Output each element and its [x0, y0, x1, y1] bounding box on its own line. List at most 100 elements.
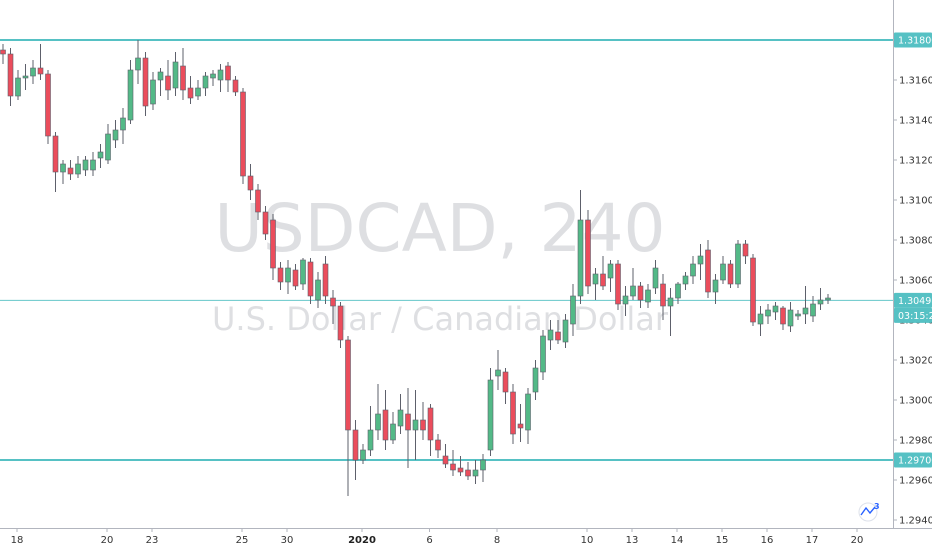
candle-body: [660, 283, 666, 307]
time-tick-label: 23: [146, 535, 159, 546]
last-price-badge-background: [894, 292, 932, 308]
logo-chart-icon: [860, 506, 876, 516]
candle-body: [682, 275, 689, 285]
candle-body: [780, 307, 786, 325]
candle-body: [142, 57, 149, 107]
candle: [45, 70, 51, 144]
candle-body: [330, 297, 336, 307]
candle-body: [337, 305, 344, 341]
time-tick-label: 25: [236, 535, 249, 546]
candle-body: [555, 331, 561, 341]
candle-body: [757, 313, 764, 325]
candle-body: [112, 129, 119, 141]
candle: [472, 460, 479, 484]
candle: [427, 404, 434, 456]
candle-body: [630, 285, 636, 297]
candle: [390, 412, 396, 444]
time-tick-label: 15: [716, 535, 729, 546]
candle-body: [420, 419, 426, 431]
candle: [82, 156, 89, 176]
time-tick-label: 16: [761, 535, 774, 546]
candle-body: [525, 393, 531, 431]
logo-circle-icon: [858, 502, 878, 522]
candle: [345, 336, 351, 496]
candle-body: [690, 263, 696, 277]
candle-body: [502, 371, 509, 393]
candle-body: [60, 163, 66, 173]
candle: [112, 120, 119, 148]
candle: [577, 190, 584, 304]
candle: [457, 456, 464, 476]
candle: [285, 260, 291, 294]
candle: [75, 156, 81, 178]
candle: [487, 368, 494, 456]
time-tick-label: 8: [494, 535, 500, 546]
candle: [660, 274, 666, 320]
candle: [315, 272, 321, 308]
candle: [480, 454, 486, 482]
candle: [277, 262, 284, 290]
candle-body: [405, 413, 411, 431]
candle: [367, 406, 374, 456]
watermark-symbol: USDCAD, 240: [214, 190, 665, 267]
candle-body: [442, 455, 449, 465]
candle: [795, 310, 801, 320]
candle: [360, 444, 366, 464]
candle-body: [787, 309, 794, 327]
candle: [0, 44, 6, 64]
candle: [52, 132, 59, 192]
candle: [810, 296, 816, 322]
tradingview-logo[interactable]: 3: [858, 502, 880, 522]
level-price-badge-1-background: [894, 32, 932, 48]
price-tick-label: 1.30000: [899, 396, 932, 407]
candle: [337, 302, 344, 348]
candle-body: [240, 91, 246, 177]
candle: [502, 368, 509, 404]
candle-body: [645, 289, 651, 303]
candle: [382, 390, 389, 450]
candle-body: [150, 79, 156, 105]
candle-body: [802, 307, 809, 315]
candle: [802, 286, 809, 324]
candlestick-series: [0, 40, 831, 496]
candle-body: [307, 261, 314, 297]
candle: [225, 62, 231, 92]
candle-body: [427, 407, 434, 441]
time-tick-label: 14: [671, 535, 684, 546]
candle-body: [97, 151, 104, 159]
candle-body: [705, 249, 711, 293]
candle-body: [67, 167, 74, 175]
candle-body: [0, 49, 6, 55]
candle: [135, 40, 141, 84]
candle: [705, 240, 711, 298]
price-tick-label: 1.29400: [899, 516, 932, 527]
candle-body: [52, 135, 59, 173]
candle: [157, 68, 164, 96]
candle: [165, 60, 171, 100]
candle-body: [510, 391, 516, 435]
candle-body: [165, 75, 171, 91]
candle: [630, 268, 636, 300]
candle-body: [90, 159, 96, 171]
candle: [270, 214, 276, 280]
candle-body: [22, 75, 29, 79]
candle: [600, 256, 606, 290]
candle-body: [750, 257, 756, 323]
candle: [375, 384, 381, 440]
level-price-badge-1-text: 1.31800: [898, 36, 932, 47]
candle-body: [172, 61, 179, 89]
candle: [735, 240, 741, 288]
candle-body: [187, 87, 194, 99]
candle-body: [457, 467, 464, 473]
candle: [667, 288, 674, 336]
price-tick-label: 1.31200: [899, 156, 932, 167]
candle: [232, 76, 239, 96]
time-axis[interactable]: 18 20 23 25 30 2020 6 8 10 13 14 15 16 17 20: [0, 528, 932, 550]
candle-body: [397, 409, 404, 427]
time-axis-background: [0, 528, 932, 550]
time-tick-label: 6: [426, 535, 432, 546]
candle: [675, 282, 681, 304]
countdown-badge-background: [894, 307, 932, 323]
